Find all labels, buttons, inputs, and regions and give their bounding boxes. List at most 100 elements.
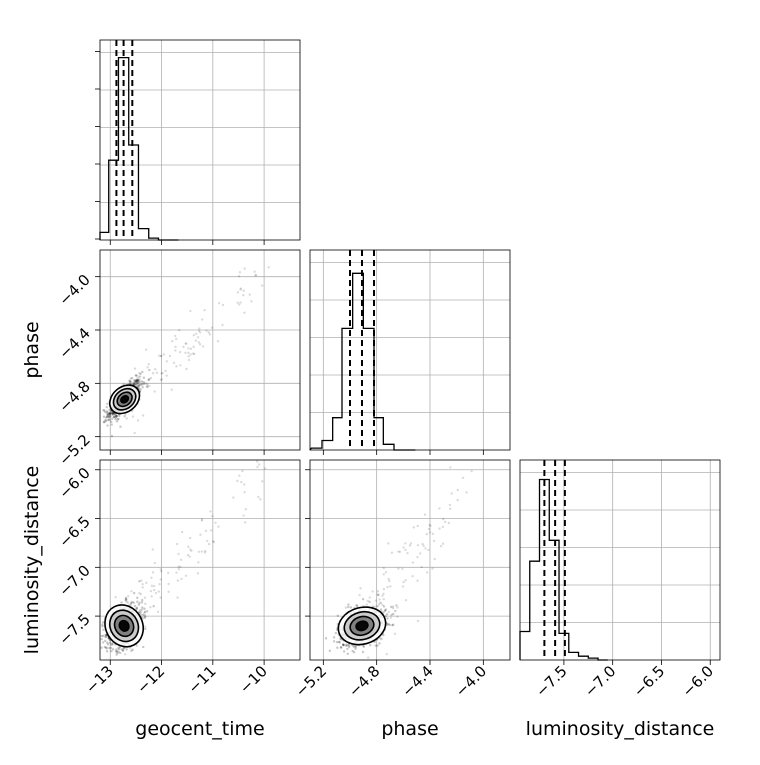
scatter-point xyxy=(243,483,246,486)
scatter-point xyxy=(240,480,243,484)
scatter-point xyxy=(161,371,164,375)
scatter-point xyxy=(116,418,120,421)
scatter-point xyxy=(197,550,201,553)
scatter-point xyxy=(197,561,200,564)
scatter-point xyxy=(391,605,395,608)
scatter-point xyxy=(130,649,133,652)
scatter-point xyxy=(418,552,422,555)
scatter-point xyxy=(259,498,262,501)
scatter-point xyxy=(105,411,109,414)
scatter-point xyxy=(129,377,132,380)
y-tick-label-phase: −4.4 xyxy=(55,324,93,362)
scatter-point xyxy=(340,646,343,649)
panel-frame-geocent_time-luminosity_distance xyxy=(99,459,301,661)
scatter-point xyxy=(377,593,380,597)
scatter-point xyxy=(379,608,383,611)
y-tick-label-phase: −4.0 xyxy=(55,271,93,309)
scatter-point xyxy=(242,289,245,292)
scatter-point xyxy=(146,385,149,388)
scatter-point xyxy=(125,598,128,602)
scatter-point xyxy=(160,354,163,357)
scatter-point xyxy=(106,413,109,417)
scatter-point xyxy=(108,412,111,416)
scatter-point xyxy=(193,352,196,356)
scatter-point xyxy=(236,479,239,483)
scatter-point xyxy=(135,379,138,382)
scatter-point xyxy=(158,354,161,357)
scatter-point xyxy=(102,409,105,412)
scatter-point xyxy=(236,291,240,294)
scatter-point xyxy=(347,603,350,606)
scatter-point xyxy=(338,641,341,644)
scatter-point xyxy=(384,615,387,618)
scatter-point xyxy=(402,546,405,549)
scatter-point xyxy=(106,415,109,419)
scatter-point xyxy=(177,565,180,568)
scatter-point xyxy=(192,345,195,349)
scatter-point xyxy=(253,270,256,273)
scatter-point xyxy=(203,309,206,312)
scatter-point xyxy=(355,604,358,607)
scatter-point xyxy=(141,598,144,602)
panel-frame-phase xyxy=(309,249,511,451)
scatter-point xyxy=(156,610,160,614)
scatter-point xyxy=(382,598,385,601)
scatter-point xyxy=(138,580,141,583)
scatter-point xyxy=(159,596,162,599)
scatter-point xyxy=(135,380,139,383)
scatter-point xyxy=(431,532,435,535)
scatter-point xyxy=(198,327,201,330)
scatter-point xyxy=(189,347,193,350)
scatter-point xyxy=(151,372,155,375)
scatter-point xyxy=(110,411,114,414)
scatter-point xyxy=(136,378,140,382)
scatter-point xyxy=(117,417,120,421)
scatter-point xyxy=(108,418,111,421)
scatter-point xyxy=(368,600,371,604)
scatter-point xyxy=(105,641,109,644)
scatter-point xyxy=(342,650,346,653)
scatter-point xyxy=(187,545,190,549)
panel-frame-geocent_time-phase xyxy=(99,249,301,451)
scatter-point xyxy=(147,362,150,366)
scatter-point xyxy=(404,578,407,582)
scatter-point xyxy=(141,370,144,374)
scatter-point xyxy=(123,653,127,656)
scatter-point xyxy=(153,367,157,371)
scatter-point xyxy=(456,488,459,492)
scatter-point xyxy=(129,380,132,384)
scatter-point xyxy=(148,368,151,372)
scatter-point xyxy=(409,542,413,545)
scatter-point xyxy=(211,539,215,543)
scatter-point xyxy=(176,579,180,582)
scatter-point xyxy=(110,423,113,426)
scatter-point xyxy=(388,623,392,627)
scatter-point xyxy=(116,651,119,655)
scatter-point xyxy=(425,532,429,536)
scatter-point xyxy=(139,375,142,378)
scatter-point xyxy=(167,590,170,593)
scatter-point xyxy=(397,567,400,570)
scatter-point xyxy=(110,649,113,653)
scatter-point xyxy=(324,637,328,640)
scatter-point xyxy=(428,531,432,534)
scatter-point xyxy=(392,612,395,616)
x-axis-label-luminosity_distance: luminosity_distance xyxy=(526,718,715,740)
scatter-point xyxy=(104,418,107,422)
scatter-point xyxy=(204,529,208,533)
scatter-point xyxy=(342,643,345,647)
x-tick-label-phase: −4.8 xyxy=(345,662,383,700)
scatter-point xyxy=(105,410,109,413)
scatter-point xyxy=(182,345,185,349)
scatter-point xyxy=(384,570,388,574)
scatter-point xyxy=(129,603,132,606)
scatter-point xyxy=(192,333,196,337)
scatter-point xyxy=(150,584,154,588)
scatter-point xyxy=(141,606,144,609)
scatter-point xyxy=(143,614,147,617)
scatter-point xyxy=(180,577,183,581)
scatter-point xyxy=(135,607,139,611)
scatter-point xyxy=(334,631,338,635)
scatter-point xyxy=(108,414,111,418)
scatter-point xyxy=(250,300,253,303)
